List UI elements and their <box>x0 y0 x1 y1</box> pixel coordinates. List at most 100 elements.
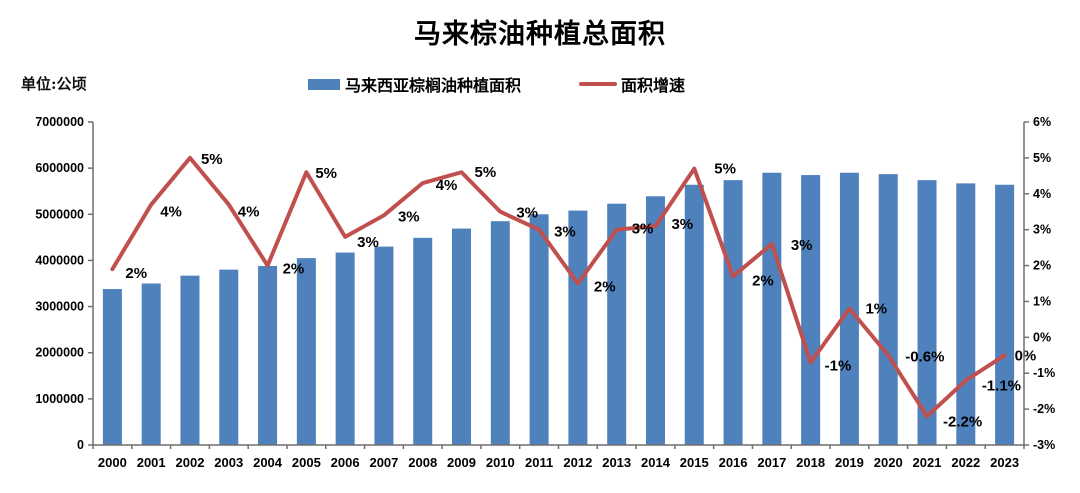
line-data-label: 2% <box>594 279 616 296</box>
bar <box>452 228 472 445</box>
bar <box>723 180 743 445</box>
x-axis-year-label: 2021 <box>913 455 942 470</box>
line-data-label: 5% <box>201 151 223 168</box>
legend-item-growth: 面积增速 <box>579 72 685 96</box>
left-axis-tick-label: 7000000 <box>35 115 84 129</box>
legend: 马来西亚棕榈油种植面积 面积增速 <box>308 72 685 96</box>
legend-label-growth: 面积增速 <box>621 78 686 95</box>
left-axis-tick-label: 2000000 <box>35 346 84 360</box>
left-axis-tick-label: 6000000 <box>35 161 84 175</box>
line-data-label: 3% <box>398 208 420 225</box>
line-data-label: 3% <box>357 234 379 251</box>
x-axis-year-label: 2003 <box>214 455 243 470</box>
x-axis-year-label: 2020 <box>874 455 903 470</box>
bar <box>878 174 898 446</box>
line-data-label: 5% <box>714 161 736 178</box>
line-data-label: -1% <box>825 357 852 374</box>
line-data-label: 3% <box>632 221 654 238</box>
x-axis-year-label: 2008 <box>408 455 437 470</box>
x-axis-year-label: 2019 <box>835 455 864 470</box>
x-axis-year-label: 2022 <box>951 455 980 470</box>
line-data-label: 2% <box>283 261 305 278</box>
x-axis-year-label: 2006 <box>331 455 360 470</box>
line-data-label: 2% <box>752 272 774 289</box>
line-data-label: -0.6% <box>905 348 944 365</box>
line-data-label: 4% <box>160 204 182 221</box>
bar <box>374 246 394 445</box>
bar <box>568 210 588 445</box>
right-axis-tick-label: 6% <box>1033 115 1051 129</box>
x-axis-year-label: 2023 <box>990 455 1019 470</box>
left-axis-tick-label: 5000000 <box>35 207 84 221</box>
line-data-label: -1.1% <box>982 377 1021 394</box>
bar <box>956 183 976 445</box>
right-axis-tick-label: -3% <box>1033 438 1055 452</box>
x-axis-year-label: 2018 <box>796 455 825 470</box>
line-series-swatch-icon <box>579 82 618 86</box>
x-axis-year-label: 2015 <box>680 455 709 470</box>
right-axis-tick-label: 4% <box>1033 187 1051 201</box>
line-data-label: 2% <box>125 265 147 282</box>
right-axis-tick-label: 5% <box>1033 151 1051 165</box>
bar <box>296 258 316 445</box>
bar <box>645 196 665 445</box>
growth-line <box>110 155 1007 419</box>
left-axis-tick-label: 4000000 <box>35 253 84 267</box>
legend-label-area: 马来西亚棕榈油种植面积 <box>345 78 522 95</box>
x-axis-year-label: 2000 <box>98 455 127 470</box>
line-data-label: 3% <box>671 216 693 233</box>
x-axis-year-label: 2017 <box>757 455 786 470</box>
x-axis-year-label: 2011 <box>525 455 553 470</box>
legend-item-area: 马来西亚棕榈油种植面积 <box>308 72 521 96</box>
x-axis-year-label: 2010 <box>486 455 515 470</box>
x-axis-year-label: 2004 <box>253 455 283 470</box>
x-axis-year-label: 2014 <box>641 455 671 470</box>
x-axis-year-label: 2001 <box>137 455 166 470</box>
chart-title: 马来棕油种植总面积 <box>414 19 666 49</box>
bar <box>219 269 239 445</box>
bar <box>141 283 161 445</box>
right-axis-tick-label: 3% <box>1033 223 1051 237</box>
right-axis-tick-label: 2% <box>1033 259 1051 273</box>
left-axis-tick-label: 0 <box>77 438 84 452</box>
bar <box>102 289 122 445</box>
bar <box>762 172 782 445</box>
bar <box>413 237 433 445</box>
line-data-label: 4% <box>238 204 260 221</box>
x-axis-year-label: 2013 <box>602 455 631 470</box>
right-axis-tick-label: 0% <box>1033 330 1051 344</box>
line-data-label: 5% <box>475 164 497 181</box>
right-axis-tick-label: -2% <box>1033 402 1055 416</box>
line-data-label: 4% <box>436 177 458 194</box>
bar <box>917 180 937 445</box>
line-data-label: -2.2% <box>943 413 982 430</box>
left-axis-tick-label: 3000000 <box>35 300 84 314</box>
line-data-label: 3% <box>554 224 576 241</box>
line-data-label: 3% <box>516 205 538 222</box>
line-data-label: 1% <box>865 301 887 318</box>
line-data-label: 0% <box>1015 347 1037 364</box>
unit-label: 单位:公顷 <box>21 75 87 93</box>
right-axis-tick-label: -1% <box>1033 366 1055 380</box>
x-axis-year-label: 2016 <box>719 455 748 470</box>
bar <box>335 252 355 445</box>
line-data-label: 5% <box>315 165 337 182</box>
x-axis-year-label: 2007 <box>369 455 398 470</box>
bar-series-swatch-icon <box>308 78 340 90</box>
x-axis-year-label: 2002 <box>176 455 205 470</box>
line-data-label: 3% <box>791 237 813 254</box>
right-axis-tick-label: 1% <box>1033 294 1051 308</box>
bar <box>490 221 510 445</box>
bar <box>995 184 1015 446</box>
left-axis-tick-label: 1000000 <box>35 392 84 406</box>
bar <box>801 175 821 446</box>
bar <box>529 214 549 445</box>
bar <box>180 275 200 445</box>
bar <box>684 184 704 446</box>
x-axis-year-label: 2005 <box>292 455 321 470</box>
x-axis-year-label: 2012 <box>563 455 592 470</box>
x-axis-year-label: 2009 <box>447 455 476 470</box>
bar <box>607 203 627 445</box>
